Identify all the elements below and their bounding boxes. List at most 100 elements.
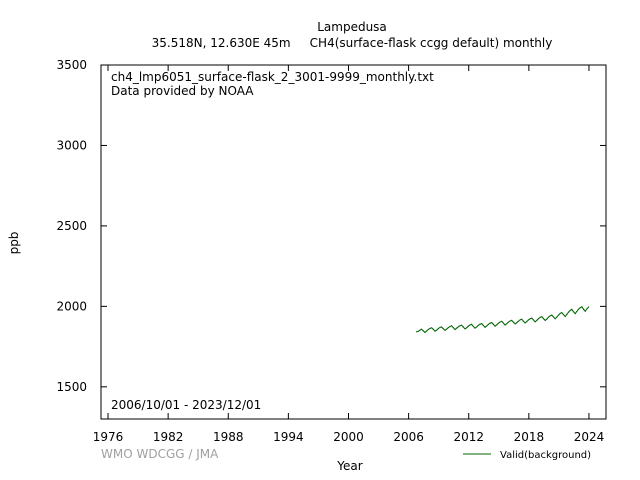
- data-point: [512, 321, 515, 323]
- data-point: [556, 316, 558, 318]
- data-point: [487, 323, 489, 325]
- data-point: [549, 315, 551, 317]
- data-point: [584, 310, 586, 312]
- data-point: [577, 308, 580, 310]
- data-point: [567, 311, 570, 313]
- data-point: [444, 329, 446, 331]
- data-point: [497, 322, 499, 324]
- data-point: [534, 321, 536, 323]
- x-tick-label: 1976: [93, 430, 124, 444]
- data-point: [466, 327, 468, 329]
- x-tick-label: 2018: [514, 430, 545, 444]
- data-point: [432, 328, 434, 330]
- data-point: [464, 328, 466, 330]
- data-point: [564, 315, 566, 318]
- x-tick-label: 2000: [333, 430, 364, 444]
- data-point: [449, 325, 451, 328]
- x-tick-label: 1994: [273, 430, 304, 444]
- data-point: [442, 328, 444, 330]
- data-point: [544, 319, 546, 321]
- data-point: [459, 325, 461, 327]
- data-point: [419, 329, 421, 331]
- data-point: [586, 308, 588, 310]
- data-point: [452, 327, 454, 329]
- data-point: [491, 322, 493, 324]
- data-point: [517, 320, 520, 322]
- data-point: [476, 326, 478, 328]
- y-tick-label: 3500: [56, 58, 87, 72]
- data-point: [502, 322, 504, 324]
- data-point: [554, 318, 556, 320]
- legend-label: Valid(background): [500, 450, 591, 461]
- data-point: [477, 324, 479, 326]
- data-point: [537, 318, 540, 320]
- data-point: [424, 331, 426, 333]
- plot-frame: [100, 64, 607, 420]
- data-point: [415, 331, 418, 333]
- data-point: [484, 326, 486, 328]
- data-point: [566, 313, 568, 315]
- data-point: [472, 325, 474, 327]
- y-tick-label: 1500: [56, 380, 87, 394]
- data-point: [482, 324, 484, 327]
- data-point: [529, 318, 531, 320]
- data-point: [516, 322, 518, 324]
- data-point: [481, 323, 483, 325]
- x-tick-label: 2006: [393, 430, 424, 444]
- x-axis-label: Year: [336, 459, 362, 473]
- series-group: [415, 306, 590, 334]
- chart-subtitle: 35.518N, 12.630E 45m CH4(surface-flask c…: [152, 36, 553, 50]
- data-point: [557, 314, 560, 316]
- data-point: [522, 320, 525, 322]
- data-point: [499, 321, 501, 323]
- data-point: [439, 326, 441, 328]
- data-point: [479, 323, 481, 325]
- file-label: ch4_lmp6051_surface-flask_2_3001-9999_mo…: [111, 70, 434, 84]
- data-point: [422, 330, 424, 332]
- x-tick-label: 2012: [453, 430, 484, 444]
- data-point: [524, 322, 526, 324]
- data-point: [507, 321, 509, 323]
- data-point: [519, 319, 521, 321]
- data-point: [532, 319, 535, 321]
- data-point: [562, 314, 565, 316]
- date-range-label: 2006/10/01 - 2023/12/01: [111, 398, 261, 412]
- data-point: [441, 326, 443, 328]
- data-point: [541, 316, 543, 318]
- data-point: [552, 316, 555, 318]
- data-point: [576, 310, 578, 313]
- x-tick-label: 2024: [574, 430, 605, 444]
- data-point: [531, 317, 533, 319]
- data-point: [429, 327, 431, 329]
- data-point: [504, 324, 506, 326]
- data-point: [521, 318, 523, 320]
- data-point: [511, 319, 513, 321]
- data-point: [454, 328, 456, 331]
- data-point: [434, 330, 436, 332]
- data-point: [527, 319, 530, 321]
- data-point: [446, 328, 448, 330]
- data-point: [437, 328, 439, 330]
- x-tick-label: 1988: [213, 430, 244, 444]
- data-point: [469, 324, 471, 326]
- data-point: [451, 325, 453, 327]
- data-point: [579, 307, 581, 309]
- data-point: [471, 323, 473, 325]
- legend: Valid(background): [463, 450, 591, 461]
- data-point: [496, 324, 498, 326]
- data-point: [489, 322, 491, 324]
- data-point: [467, 325, 469, 327]
- data-point: [456, 327, 458, 329]
- data-point: [509, 320, 511, 322]
- data-point: [581, 306, 583, 308]
- data-point: [461, 324, 463, 326]
- data-point: [547, 316, 550, 318]
- y-tick-label: 2000: [56, 299, 87, 313]
- data-point: [462, 326, 464, 328]
- data-point: [436, 329, 438, 331]
- data-point: [571, 308, 573, 310]
- data-point: [583, 308, 585, 310]
- x-tick-label: 1982: [153, 430, 184, 444]
